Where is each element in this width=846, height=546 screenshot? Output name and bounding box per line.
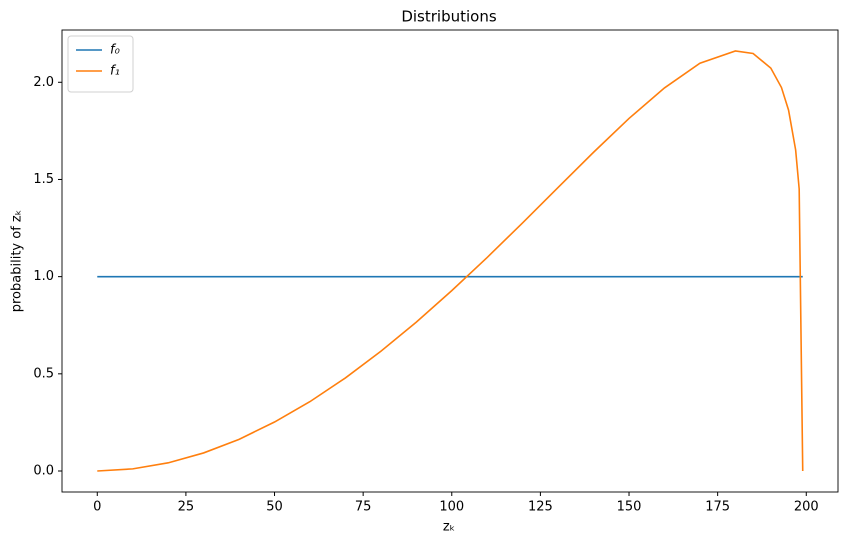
- x-tick-label: 25: [178, 500, 195, 515]
- y-tick-label: 0.5: [33, 366, 54, 381]
- x-axis-label: zₖ: [443, 520, 455, 535]
- y-tick-label: 0.0: [33, 464, 54, 479]
- x-tick-label: 150: [617, 500, 642, 515]
- line-series: [97, 50, 804, 472]
- x-tick-label: 200: [794, 500, 819, 515]
- x-tick-label: 50: [266, 500, 283, 515]
- x-tick-label: 100: [439, 500, 464, 515]
- x-tick-label: 175: [705, 500, 730, 515]
- chart-title: Distributions: [401, 8, 497, 26]
- y-tick-label: 2.0: [33, 75, 54, 90]
- legend-text: f₀: [110, 43, 121, 58]
- x-tick-label: 0: [93, 500, 101, 515]
- y-axis-label: probability of zₖ: [10, 210, 25, 313]
- y-tick-label: 1.5: [33, 172, 54, 187]
- x-tick-label: 125: [528, 500, 553, 515]
- legend-text: f₁: [110, 64, 120, 79]
- legend-box: [67, 35, 134, 93]
- x-tick-label: 75: [355, 500, 372, 515]
- plot-frame: [61, 29, 839, 493]
- y-tick-label: 1.0: [33, 269, 54, 284]
